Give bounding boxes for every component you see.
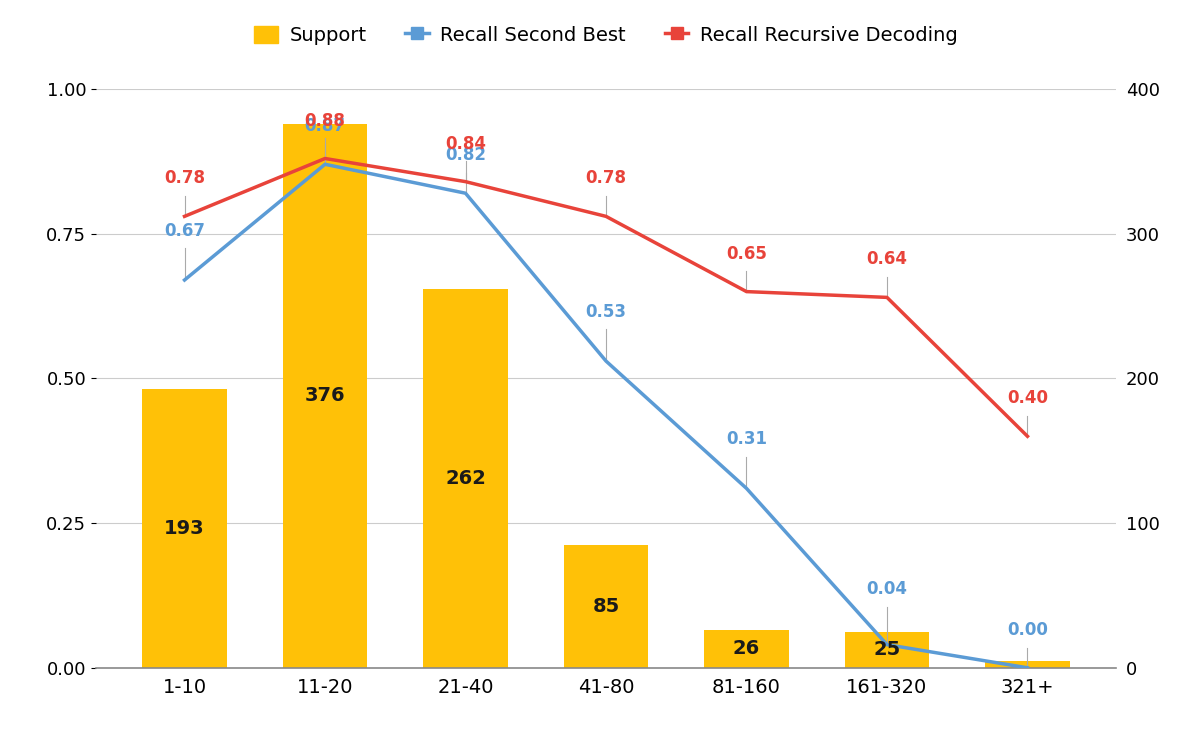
Text: 0.82: 0.82: [445, 146, 486, 164]
Bar: [704, 630, 788, 668]
Recall Recursive Decoding: [458, 177, 473, 186]
Recall Recursive Decoding: [178, 212, 192, 221]
Recall Second Best: [178, 275, 192, 284]
Recall Second Best: [318, 160, 332, 168]
Recall Second Best: [599, 357, 613, 366]
Bar: [424, 289, 508, 668]
Text: 85: 85: [593, 597, 619, 616]
Line: Recall Recursive Decoding: Recall Recursive Decoding: [185, 159, 1027, 436]
Recall Second Best: [880, 640, 894, 649]
Text: 0.31: 0.31: [726, 430, 767, 448]
Text: 0.87: 0.87: [305, 117, 346, 135]
Bar: [985, 660, 1069, 668]
Text: 0.78: 0.78: [586, 169, 626, 188]
Text: 25: 25: [874, 640, 901, 659]
Text: 0.40: 0.40: [1007, 390, 1048, 407]
Text: 0.00: 0.00: [1007, 621, 1048, 639]
Text: 0.04: 0.04: [866, 580, 907, 598]
Text: 376: 376: [305, 387, 346, 405]
Recall Second Best: [739, 484, 754, 493]
Text: 0.88: 0.88: [305, 111, 346, 130]
Text: 26: 26: [733, 640, 760, 658]
Bar: [283, 124, 367, 668]
Bar: [564, 545, 648, 668]
Text: 0.64: 0.64: [866, 251, 907, 269]
Text: 0.84: 0.84: [445, 135, 486, 153]
Text: 0.78: 0.78: [164, 169, 205, 188]
Text: 193: 193: [164, 519, 205, 538]
Bar: [143, 389, 227, 668]
Text: 0.53: 0.53: [586, 303, 626, 321]
Legend: Support, Recall Second Best, Recall Recursive Decoding: Support, Recall Second Best, Recall Recu…: [246, 18, 966, 53]
Text: 262: 262: [445, 469, 486, 487]
Recall Recursive Decoding: [599, 212, 613, 221]
Recall Second Best: [1020, 663, 1034, 672]
Recall Recursive Decoding: [318, 154, 332, 163]
Recall Recursive Decoding: [739, 287, 754, 296]
Recall Recursive Decoding: [1020, 432, 1034, 441]
Text: 0.65: 0.65: [726, 245, 767, 263]
Recall Recursive Decoding: [880, 293, 894, 302]
Text: 0.67: 0.67: [164, 222, 205, 240]
Bar: [845, 631, 929, 668]
Recall Second Best: [458, 188, 473, 197]
Line: Recall Second Best: Recall Second Best: [185, 164, 1027, 668]
